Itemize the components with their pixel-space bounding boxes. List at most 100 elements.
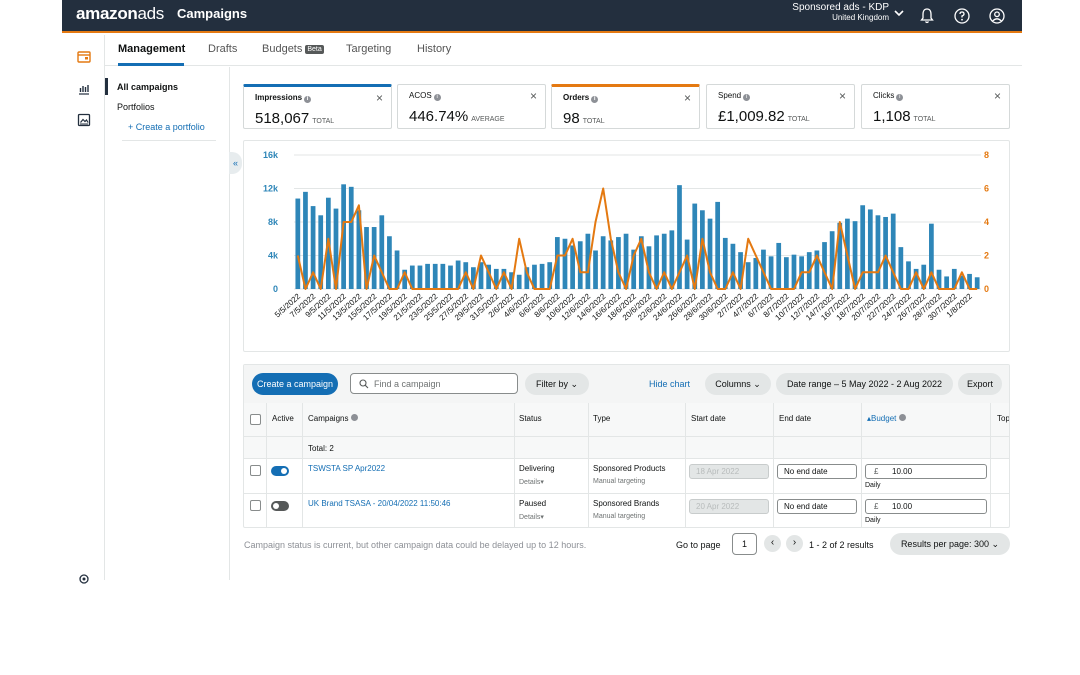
impressions-bar: [974, 277, 980, 289]
campaign-active-toggle[interactable]: [271, 466, 289, 476]
status-details-link[interactable]: Details▾: [519, 514, 544, 521]
chevron-down-icon[interactable]: [894, 9, 904, 17]
campaign-search-input[interactable]: Find a campaign: [350, 373, 518, 394]
remove-metric-icon[interactable]: ×: [993, 89, 1001, 103]
filter-by-label: Filter by: [535, 379, 568, 389]
impressions-bar: [722, 237, 728, 289]
impressions-bar: [677, 185, 682, 289]
budget-value: 10.00: [892, 467, 913, 476]
amazon-ads-logo[interactable]: amazonads: [76, 4, 164, 24]
table-row: UK Brand TSASA - 20/04/2022 11:50:46 Paus…: [244, 494, 1009, 527]
impressions-bar: [623, 233, 629, 289]
impressions-bar: [333, 208, 339, 289]
budget-period: Daily: [865, 482, 881, 489]
tab-history[interactable]: History: [417, 43, 452, 55]
end-date-field[interactable]: No end date: [777, 464, 857, 479]
col-end-date[interactable]: End date: [779, 414, 812, 423]
row-checkbox[interactable]: [250, 465, 261, 476]
remove-metric-icon[interactable]: ×: [375, 91, 383, 105]
metric-card-acos[interactable]: ACOS i × 446.74% AVERAGE: [397, 84, 546, 129]
tab-budgets[interactable]: Budgets Beta: [262, 43, 324, 55]
impressions-bar: [455, 260, 461, 289]
tab-management[interactable]: Management: [118, 43, 186, 55]
tab-drafts[interactable]: Drafts: [208, 43, 238, 55]
impressions-bar: [600, 236, 606, 289]
metric-unit: TOTAL: [913, 116, 936, 123]
campaign-name-link[interactable]: UK Brand TSASA - 20/04/2022 11:50:46: [308, 499, 451, 508]
col-campaigns[interactable]: Campaigns: [308, 414, 358, 423]
remove-metric-icon[interactable]: ×: [683, 91, 691, 105]
impressions-bar: [394, 250, 400, 289]
metric-card-clicks[interactable]: Clicks i × 1,108 TOTAL: [861, 84, 1010, 129]
search-icon: [359, 379, 369, 389]
col-top[interactable]: Top: [997, 414, 1010, 423]
columns-button[interactable]: Columns ⌄: [705, 373, 771, 395]
impressions-bar: [936, 269, 942, 289]
col-type[interactable]: Type: [593, 414, 611, 423]
start-date-field: 18 Apr 2022: [689, 464, 769, 479]
reports-chart-icon[interactable]: [77, 82, 91, 96]
impressions-bar: [379, 215, 385, 289]
metric-card-impressions[interactable]: Impressions i × 518,067 TOTAL: [243, 84, 392, 129]
impressions-bar: [776, 242, 782, 289]
select-all-checkbox[interactable]: [250, 414, 261, 425]
campaign-type: Sponsored Products: [593, 464, 666, 473]
impressions-bar: [539, 263, 545, 289]
create-portfolio-link[interactable]: + Create a portfolio: [128, 122, 205, 132]
beta-badge: Beta: [305, 45, 324, 54]
create-campaign-button[interactable]: Create a campaign: [252, 373, 338, 395]
impressions-bar: [432, 263, 438, 289]
col-start-date[interactable]: Start date: [691, 414, 726, 423]
settings-gear-icon[interactable]: [77, 572, 91, 586]
end-date-field[interactable]: No end date: [777, 499, 857, 514]
total-row: Total: 2: [244, 437, 1009, 459]
filter-by-button[interactable]: Filter by ⌄: [525, 373, 589, 395]
help-icon[interactable]: [953, 7, 971, 25]
hide-chart-link[interactable]: Hide chart: [649, 379, 691, 389]
impressions-bar: [562, 238, 568, 289]
impressions-bar: [593, 250, 598, 289]
metric-card-orders[interactable]: Orders i × 98 TOTAL: [551, 84, 700, 129]
campaign-name-link[interactable]: TSWSTA SP Apr2022: [308, 464, 386, 473]
date-range-button[interactable]: Date range – 5 May 2022 - 2 Aug 2022: [776, 373, 953, 395]
subnav-portfolios[interactable]: Portfolios: [117, 102, 155, 112]
collapse-sidebar-button[interactable]: «: [229, 152, 242, 174]
top-navigation-bar: amazonads Campaigns Sponsored ads - KDP …: [62, 0, 1022, 33]
metric-unit: AVERAGE: [471, 116, 505, 123]
user-profile-icon[interactable]: [988, 7, 1006, 25]
metric-label: ACOS i: [409, 91, 441, 101]
budget-input[interactable]: £10.00: [865, 499, 987, 514]
impressions-bar: [425, 263, 430, 289]
row-checkbox[interactable]: [250, 500, 261, 511]
col-budget[interactable]: ▴Budget: [867, 414, 906, 423]
status-details-link[interactable]: Details▾: [519, 479, 544, 486]
campaign-manager-icon[interactable]: [77, 50, 91, 64]
previous-page-button[interactable]: ‹: [764, 535, 781, 552]
col-active[interactable]: Active: [272, 414, 294, 423]
right-axis-tick: 2: [984, 251, 989, 261]
remove-metric-icon[interactable]: ×: [529, 89, 537, 103]
remove-metric-icon[interactable]: ×: [838, 89, 846, 103]
bell-icon[interactable]: [918, 7, 936, 25]
impressions-bar: [967, 273, 972, 289]
table-toolbar: Create a campaign Find a campaign Filter…: [244, 365, 1009, 403]
impressions-bar: [486, 264, 492, 289]
sort-ascending-icon: ▴: [867, 414, 872, 423]
media-image-icon[interactable]: [77, 113, 91, 127]
impressions-bar: [577, 241, 583, 289]
metric-card-spend[interactable]: Spend i × £1,009.82 TOTAL: [706, 84, 855, 129]
export-button[interactable]: Export: [958, 373, 1002, 395]
impressions-bar: [631, 249, 637, 289]
col-status[interactable]: Status: [519, 414, 542, 423]
campaign-active-toggle[interactable]: [271, 501, 289, 511]
account-switcher[interactable]: Sponsored ads - KDP United Kingdom: [792, 2, 889, 22]
next-page-button[interactable]: ›: [786, 535, 803, 552]
tab-targeting[interactable]: Targeting: [346, 43, 392, 55]
page-number-input[interactable]: 1: [732, 533, 757, 555]
budget-input[interactable]: £10.00: [865, 464, 987, 479]
subnav-all-campaigns[interactable]: All campaigns: [117, 82, 179, 92]
impressions-bar: [440, 263, 446, 289]
column-divider: [588, 403, 589, 527]
account-marketplace: United Kingdom: [832, 13, 889, 22]
results-per-page-select[interactable]: Results per page: 300 ⌄: [890, 533, 1010, 555]
